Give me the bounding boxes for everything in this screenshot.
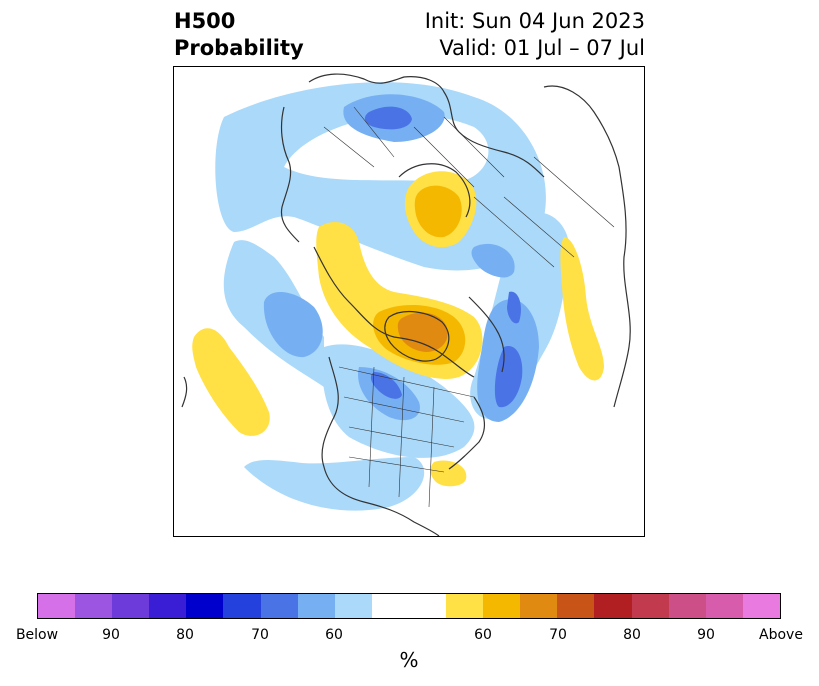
init-date: Init: Sun 04 Jun 2023 [424,9,645,33]
colorbar-segment [223,594,261,618]
above-orange-shading [397,312,448,352]
below-blue-shading [364,106,523,408]
colorbar-segment [631,594,669,618]
colorbar-segment [260,594,298,618]
map-dates: Init: Sun 04 Jun 2023 Valid: 01 Jul – 07… [425,8,645,62]
colorbar-label: 60 [474,627,492,643]
colorbar-label: 70 [251,627,269,643]
colorbar-segment [186,594,224,618]
colorbar-label: 60 [325,627,343,643]
probability-colorbar [37,593,781,619]
probability-map [181,73,631,536]
map-panel [173,66,645,537]
colorbar-units: % [399,648,419,672]
coastlines [181,73,631,536]
colorbar-segment [149,594,187,618]
colorbar-segment [557,594,595,618]
title-variable: H500 [174,9,236,33]
colorbar-segment [38,594,76,618]
political-borders [323,106,615,508]
colorbar-segment [75,594,113,618]
title-subtitle: Probability [174,36,304,60]
colorbar-segment [668,594,706,618]
colorbar-segment [371,594,447,618]
colorbar-segment [297,594,335,618]
colorbar-segment [742,594,780,618]
colorbar-label: 90 [697,627,715,643]
colorbar-label: 90 [102,627,120,643]
valid-range: Valid: 01 Jul – 07 Jul [439,36,645,60]
colorbar-segment [112,594,150,618]
map-title: H500 Probability [174,8,304,62]
colorbar-label: 80 [623,627,641,643]
colorbar-label: Below [15,627,59,643]
colorbar-label: 70 [549,627,567,643]
colorbar-segment [705,594,743,618]
colorbar-segment [334,594,372,618]
colorbar-segment [483,594,521,618]
colorbar-segment [446,594,484,618]
colorbar-label: Above [759,627,803,643]
colorbar-segment [520,594,558,618]
colorbar-label: 80 [176,627,194,643]
colorbar-segment [594,594,632,618]
